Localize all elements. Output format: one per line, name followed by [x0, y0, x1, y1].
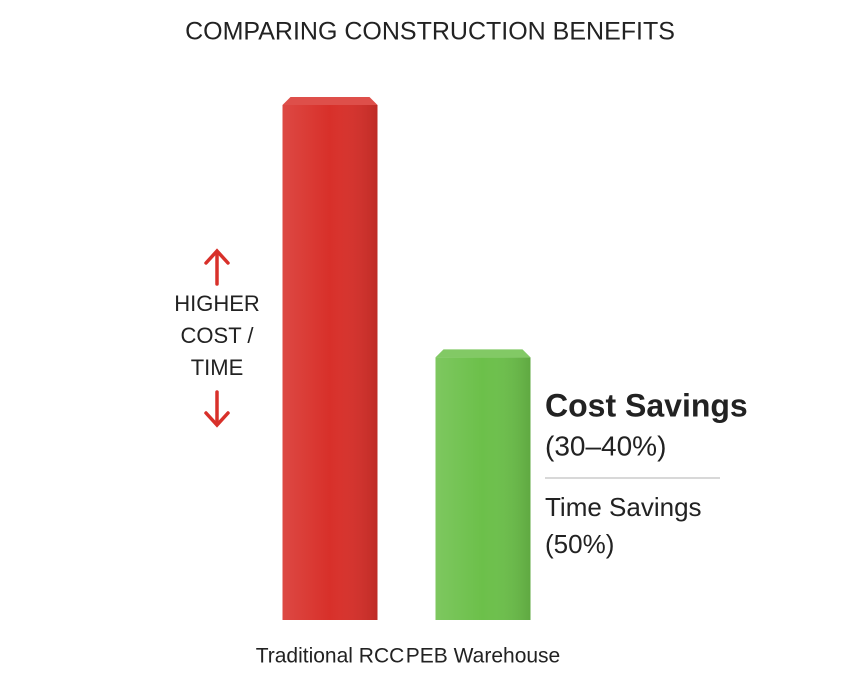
axis-note: HIGHER: [174, 291, 260, 316]
axis-note: TIME: [191, 355, 244, 380]
cost-savings: Cost Savings: [545, 387, 748, 423]
time-savings: Time Savings: [545, 492, 702, 522]
bar-shade: [282, 105, 378, 620]
bar-cap: [435, 349, 531, 358]
chart-title: COMPARING CONSTRUCTION BENEFITS: [185, 18, 675, 46]
down-arrow: [204, 390, 230, 428]
time-savings: (50%): [545, 529, 614, 559]
x-tick-label: PEB Warehouse: [406, 645, 560, 668]
axis-note: COST /: [181, 323, 255, 348]
bar-cap: [282, 97, 378, 105]
cost-savings: (30–40%): [545, 430, 666, 461]
bar-shade: [435, 357, 531, 620]
up-arrow: [204, 248, 230, 286]
x-tick-label: Traditional RCC: [256, 645, 405, 668]
